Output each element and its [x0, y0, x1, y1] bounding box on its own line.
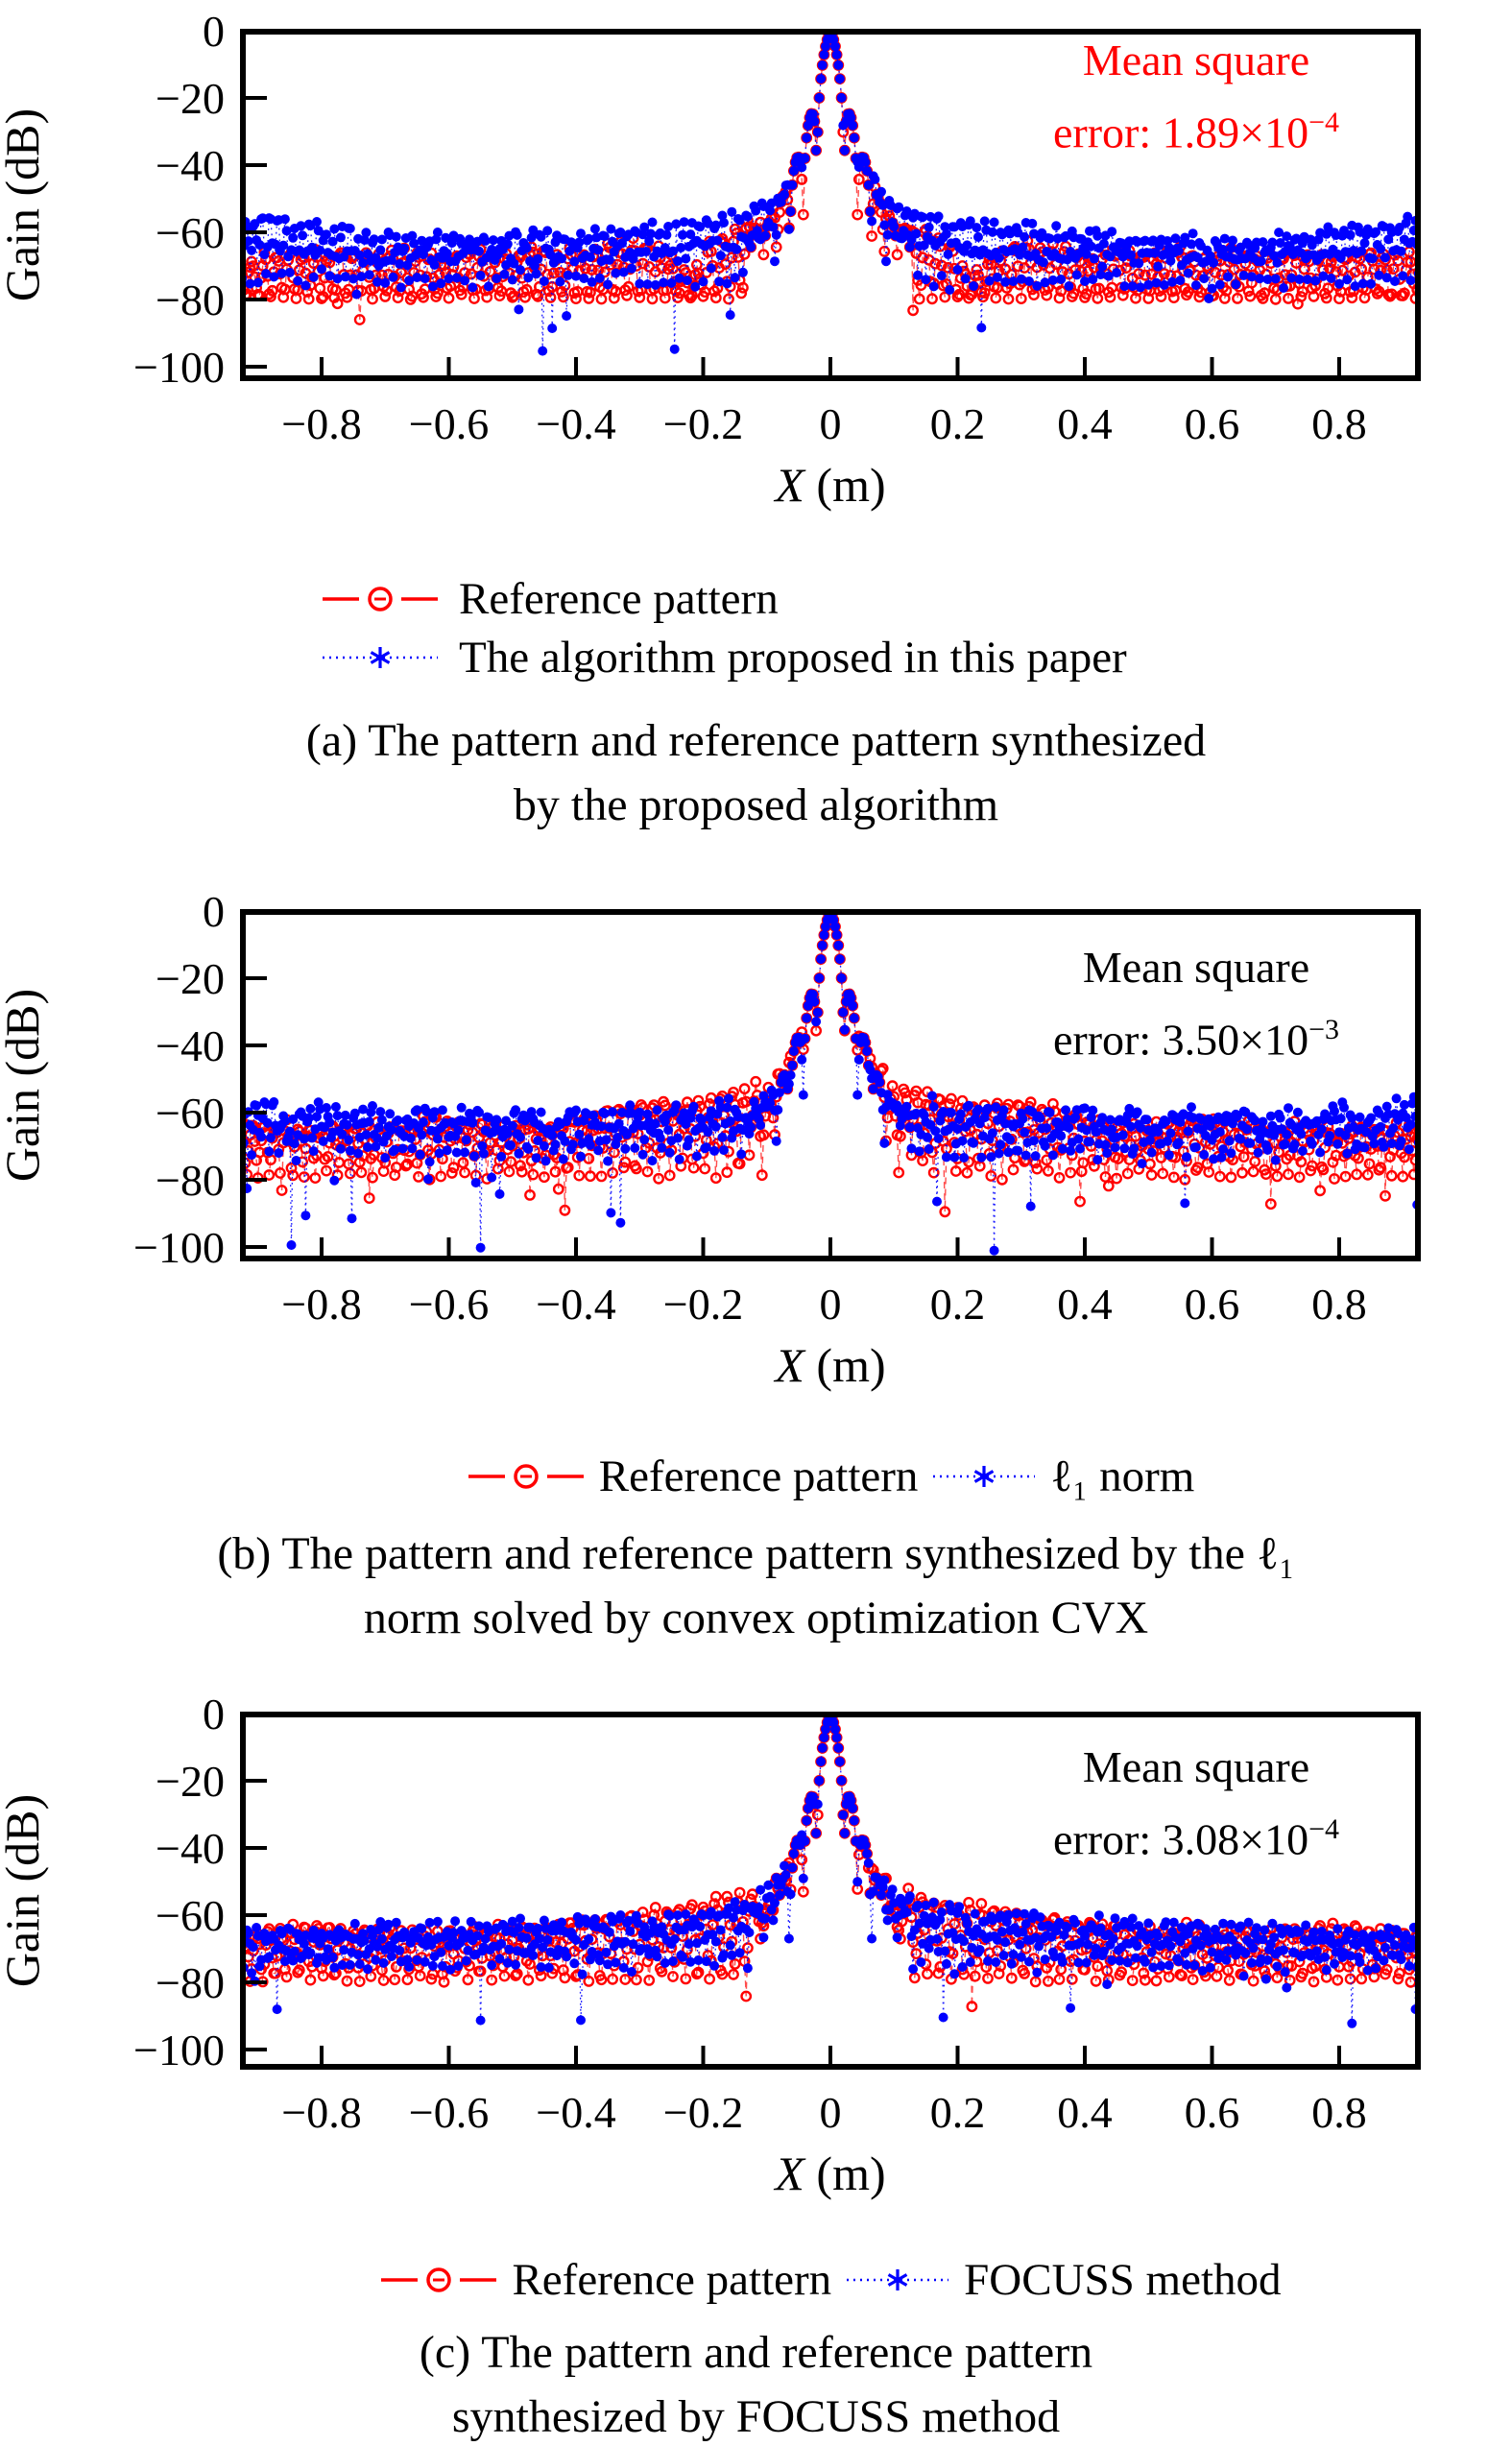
x-tick-label: −0.6	[409, 1280, 489, 1329]
legend-a-label-reference: Reference pattern	[459, 573, 779, 624]
x-tick-label: 0.8	[1311, 399, 1367, 448]
y-axis-label: Gain (dB)	[0, 108, 49, 301]
y-tick-label: −40	[156, 1021, 225, 1070]
x-tick-label: −0.4	[536, 1280, 615, 1329]
x-tick-label: 0.6	[1185, 2088, 1240, 2137]
y-tick-label: −60	[156, 1891, 225, 1940]
reference-pattern-marker-icon	[381, 2267, 497, 2292]
y-tick-label: −80	[156, 1156, 225, 1205]
x-tick-label: 0.8	[1311, 2088, 1367, 2137]
x-tick-label: −0.2	[663, 399, 743, 448]
x-tick-label: 0.2	[930, 399, 986, 448]
mse-annotation-a-line1: Mean square	[1082, 36, 1310, 84]
y-tick-label: 0	[203, 887, 225, 936]
x-tick-label: 0	[820, 2088, 842, 2137]
caption-b-line2: norm solved by convex optimization CVX	[363, 1593, 1149, 1643]
reference-pattern-marker-icon	[323, 586, 438, 612]
caption-a-line1: (a) The pattern and reference pattern sy…	[305, 715, 1207, 766]
y-tick-label: −100	[133, 343, 225, 392]
mse-annotation-c-value: error: 3.08×10	[1052, 1814, 1309, 1864]
y-tick-label: −60	[156, 208, 225, 257]
x-tick-label: 0.4	[1057, 399, 1113, 448]
y-axis-label: Gain (dB)	[0, 989, 49, 1182]
caption-a-line2: by the proposed algorithm	[513, 779, 999, 830]
mse-annotation-b-line1: Mean square	[1082, 943, 1310, 992]
mse-annotation-b-value: error: 3.50×10	[1052, 1015, 1309, 1065]
x-tick-label: 0.4	[1057, 2088, 1113, 2137]
legend-c-label-focuss: FOCUSS method	[964, 2255, 1282, 2305]
mse-annotation-c-line2: error: 3.08×10−4	[908, 1798, 1484, 1870]
caption-c-line1: (c) The pattern and reference pattern	[419, 2327, 1093, 2378]
caption-c-line2: synthesized by FOCUSS method	[451, 2391, 1061, 2442]
y-tick-label: −80	[156, 276, 225, 324]
x-tick-label: 0	[820, 399, 842, 448]
y-axis-label: Gain (dB)	[0, 1794, 49, 1987]
y-tick-label: −40	[156, 1824, 225, 1873]
legend-a-entry-proposed-algorithm: The algorithm proposed in this paper	[321, 628, 1127, 686]
mse-annotation-a-line2: error: 1.89×10−4	[908, 91, 1484, 163]
legend-a-label-proposed: The algorithm proposed in this paper	[459, 632, 1127, 683]
legend-a: Reference pattern The algorithm proposed…	[321, 569, 1127, 686]
caption-a: (a) The pattern and reference pattern sy…	[0, 708, 1512, 837]
x-axis-label: X (m)	[773, 1338, 885, 1392]
subplot-b-data	[246, 915, 1415, 1256]
y-tick-label: −20	[156, 1757, 225, 1806]
mse-annotation-b-line2: error: 3.50×10−3	[908, 998, 1484, 1070]
focuss-method-marker-icon	[847, 2269, 949, 2290]
y-tick-label: −40	[156, 141, 225, 190]
y-tick-label: 0	[203, 1690, 225, 1739]
mse-annotation-b-exponent: −3	[1308, 1014, 1340, 1045]
legend-b-label-l1-norm: ℓ₁ norm	[1050, 1451, 1195, 1501]
x-tick-label: 0.4	[1057, 1280, 1113, 1329]
legend-a-entry-reference-pattern: Reference pattern	[321, 569, 1127, 628]
mse-annotation-a-value: error: 1.89×10	[1052, 108, 1309, 157]
caption-c: (c) The pattern and reference pattern sy…	[0, 2320, 1512, 2446]
x-tick-label: 0	[820, 1280, 842, 1329]
x-tick-label: −0.8	[281, 1280, 361, 1329]
reference-pattern-marker-icon	[468, 1464, 584, 1489]
x-tick-label: −0.8	[281, 399, 361, 448]
mse-annotation-b: Mean square error: 3.50×10−3	[908, 936, 1484, 1070]
x-tick-label: 0.2	[930, 2088, 986, 2137]
x-tick-label: 0.6	[1185, 1280, 1240, 1329]
subplot-c-data	[246, 1717, 1415, 2028]
y-tick-label: −100	[133, 2026, 225, 2074]
y-tick-label: −60	[156, 1089, 225, 1138]
x-tick-label: 0.2	[930, 1280, 986, 1329]
x-tick-label: −0.8	[281, 2088, 361, 2137]
x-axis-label: X (m)	[773, 2146, 885, 2200]
caption-b: (b) The pattern and reference pattern sy…	[0, 1522, 1512, 1650]
subplot-a-data	[246, 35, 1415, 356]
y-tick-label: −20	[156, 74, 225, 123]
proposed-algorithm-marker-icon	[323, 646, 438, 668]
y-tick-label: −20	[156, 954, 225, 1003]
x-tick-label: −0.4	[536, 399, 615, 448]
x-tick-label: −0.6	[409, 2088, 489, 2137]
legend-b: Reference pattern ℓ₁ norm	[240, 1451, 1421, 1502]
legend-b-label-reference: Reference pattern	[598, 1451, 919, 1501]
x-tick-label: −0.6	[409, 399, 489, 448]
mse-annotation-c-exponent: −4	[1308, 1813, 1340, 1845]
mse-annotation-c-line1: Mean square	[1082, 1742, 1310, 1791]
mse-annotation-c: Mean square error: 3.08×10−4	[908, 1736, 1484, 1870]
legend-c-label-reference: Reference pattern	[512, 2255, 832, 2305]
caption-b-line1: (b) The pattern and reference pattern sy…	[217, 1528, 1295, 1579]
x-tick-label: 0.8	[1311, 1280, 1367, 1329]
y-tick-label: 0	[203, 7, 225, 56]
y-tick-label: −80	[156, 1958, 225, 2007]
mse-annotation-a: Mean square error: 1.89×10−4	[908, 29, 1484, 163]
y-tick-label: −100	[133, 1223, 225, 1272]
x-tick-label: −0.2	[663, 1280, 743, 1329]
legend-c: Reference pattern FOCUSS method	[240, 2254, 1421, 2306]
x-tick-label: −0.4	[536, 2088, 615, 2137]
l1-norm-marker-icon	[933, 1466, 1036, 1487]
mse-annotation-a-exponent: −4	[1308, 107, 1340, 138]
x-tick-label: −0.2	[663, 2088, 743, 2137]
x-tick-label: 0.6	[1185, 399, 1240, 448]
x-axis-label: X (m)	[773, 458, 885, 512]
